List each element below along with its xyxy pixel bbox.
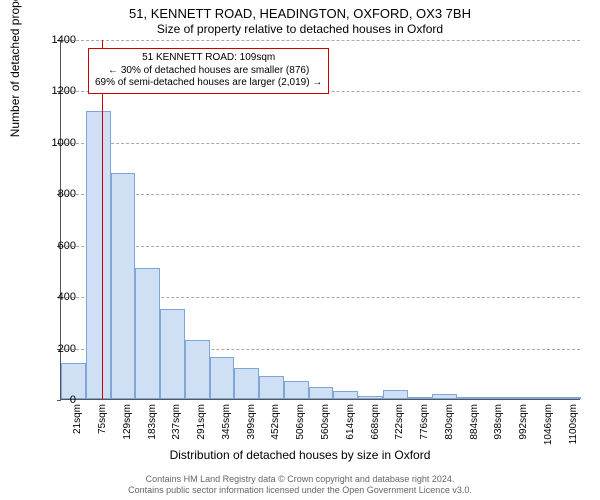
x-tick-label: 21sqm: [72, 404, 83, 454]
x-tick-label: 614sqm: [345, 404, 356, 454]
y-tick-label: 200: [36, 343, 76, 355]
grid-line: [61, 246, 580, 247]
histogram-bar: [333, 391, 358, 399]
footer-line2: Contains public sector information licen…: [0, 485, 600, 496]
histogram-bar: [210, 357, 235, 399]
x-tick-label: 129sqm: [122, 404, 133, 454]
x-tick-label: 560sqm: [320, 404, 331, 454]
histogram-bar: [135, 268, 160, 399]
x-tick-label: 776sqm: [419, 404, 430, 454]
x-tick-label: 722sqm: [394, 404, 405, 454]
histogram-bar: [234, 368, 259, 399]
histogram-bar: [111, 173, 136, 399]
histogram-bar: [309, 387, 334, 399]
grid-line: [61, 143, 580, 144]
histogram-bar: [531, 397, 556, 399]
x-tick-label: 1100sqm: [568, 404, 579, 454]
y-tick-label: 0: [36, 394, 76, 406]
histogram-bar: [556, 397, 581, 399]
chart-title-line1: 51, KENNETT ROAD, HEADINGTON, OXFORD, OX…: [0, 6, 600, 21]
y-tick-label: 1000: [36, 137, 76, 149]
annotation-line: 51 KENNETT ROAD: 109sqm: [95, 52, 322, 65]
grid-line: [61, 40, 580, 41]
x-tick-label: 884sqm: [469, 404, 480, 454]
x-tick-label: 452sqm: [270, 404, 281, 454]
histogram-bar: [482, 397, 507, 399]
plot-area: [60, 40, 580, 400]
x-tick-label: 1046sqm: [543, 404, 554, 454]
chart-title-line2: Size of property relative to detached ho…: [0, 22, 600, 36]
histogram-bar: [259, 376, 284, 399]
histogram-bar: [383, 390, 408, 399]
x-tick-label: 345sqm: [221, 404, 232, 454]
y-tick-label: 800: [36, 188, 76, 200]
x-tick-label: 237sqm: [171, 404, 182, 454]
marker-line: [102, 40, 103, 399]
histogram-bar: [432, 394, 457, 399]
x-tick-label: 830sqm: [444, 404, 455, 454]
x-tick-label: 992sqm: [518, 404, 529, 454]
annotation-line: 69% of semi-detached houses are larger (…: [95, 77, 322, 90]
histogram-bar: [86, 111, 111, 399]
histogram-bar: [284, 381, 309, 399]
x-tick-label: 399sqm: [246, 404, 257, 454]
grid-line: [61, 194, 580, 195]
x-tick-label: 938sqm: [493, 404, 504, 454]
histogram-bar: [507, 397, 532, 399]
histogram-bar: [160, 309, 185, 399]
chart-footer: Contains HM Land Registry data © Crown c…: [0, 474, 600, 496]
annotation-line: ← 30% of detached houses are smaller (87…: [95, 65, 322, 78]
x-tick-label: 291sqm: [196, 404, 207, 454]
y-tick-label: 1200: [36, 85, 76, 97]
histogram-bar: [457, 397, 482, 399]
y-tick-label: 600: [36, 240, 76, 252]
chart-container: 51, KENNETT ROAD, HEADINGTON, OXFORD, OX…: [0, 0, 600, 500]
y-axis-label: Number of detached properties: [8, 0, 22, 137]
marker-annotation: 51 KENNETT ROAD: 109sqm← 30% of detached…: [88, 48, 329, 94]
footer-line1: Contains HM Land Registry data © Crown c…: [0, 474, 600, 485]
x-tick-label: 75sqm: [97, 404, 108, 454]
x-tick-label: 183sqm: [147, 404, 158, 454]
histogram-bar: [358, 396, 383, 399]
histogram-bar: [185, 340, 210, 399]
x-tick-label: 668sqm: [370, 404, 381, 454]
y-tick-label: 1400: [36, 34, 76, 46]
y-tick-label: 400: [36, 291, 76, 303]
x-tick-label: 506sqm: [295, 404, 306, 454]
histogram-bar: [408, 397, 433, 399]
